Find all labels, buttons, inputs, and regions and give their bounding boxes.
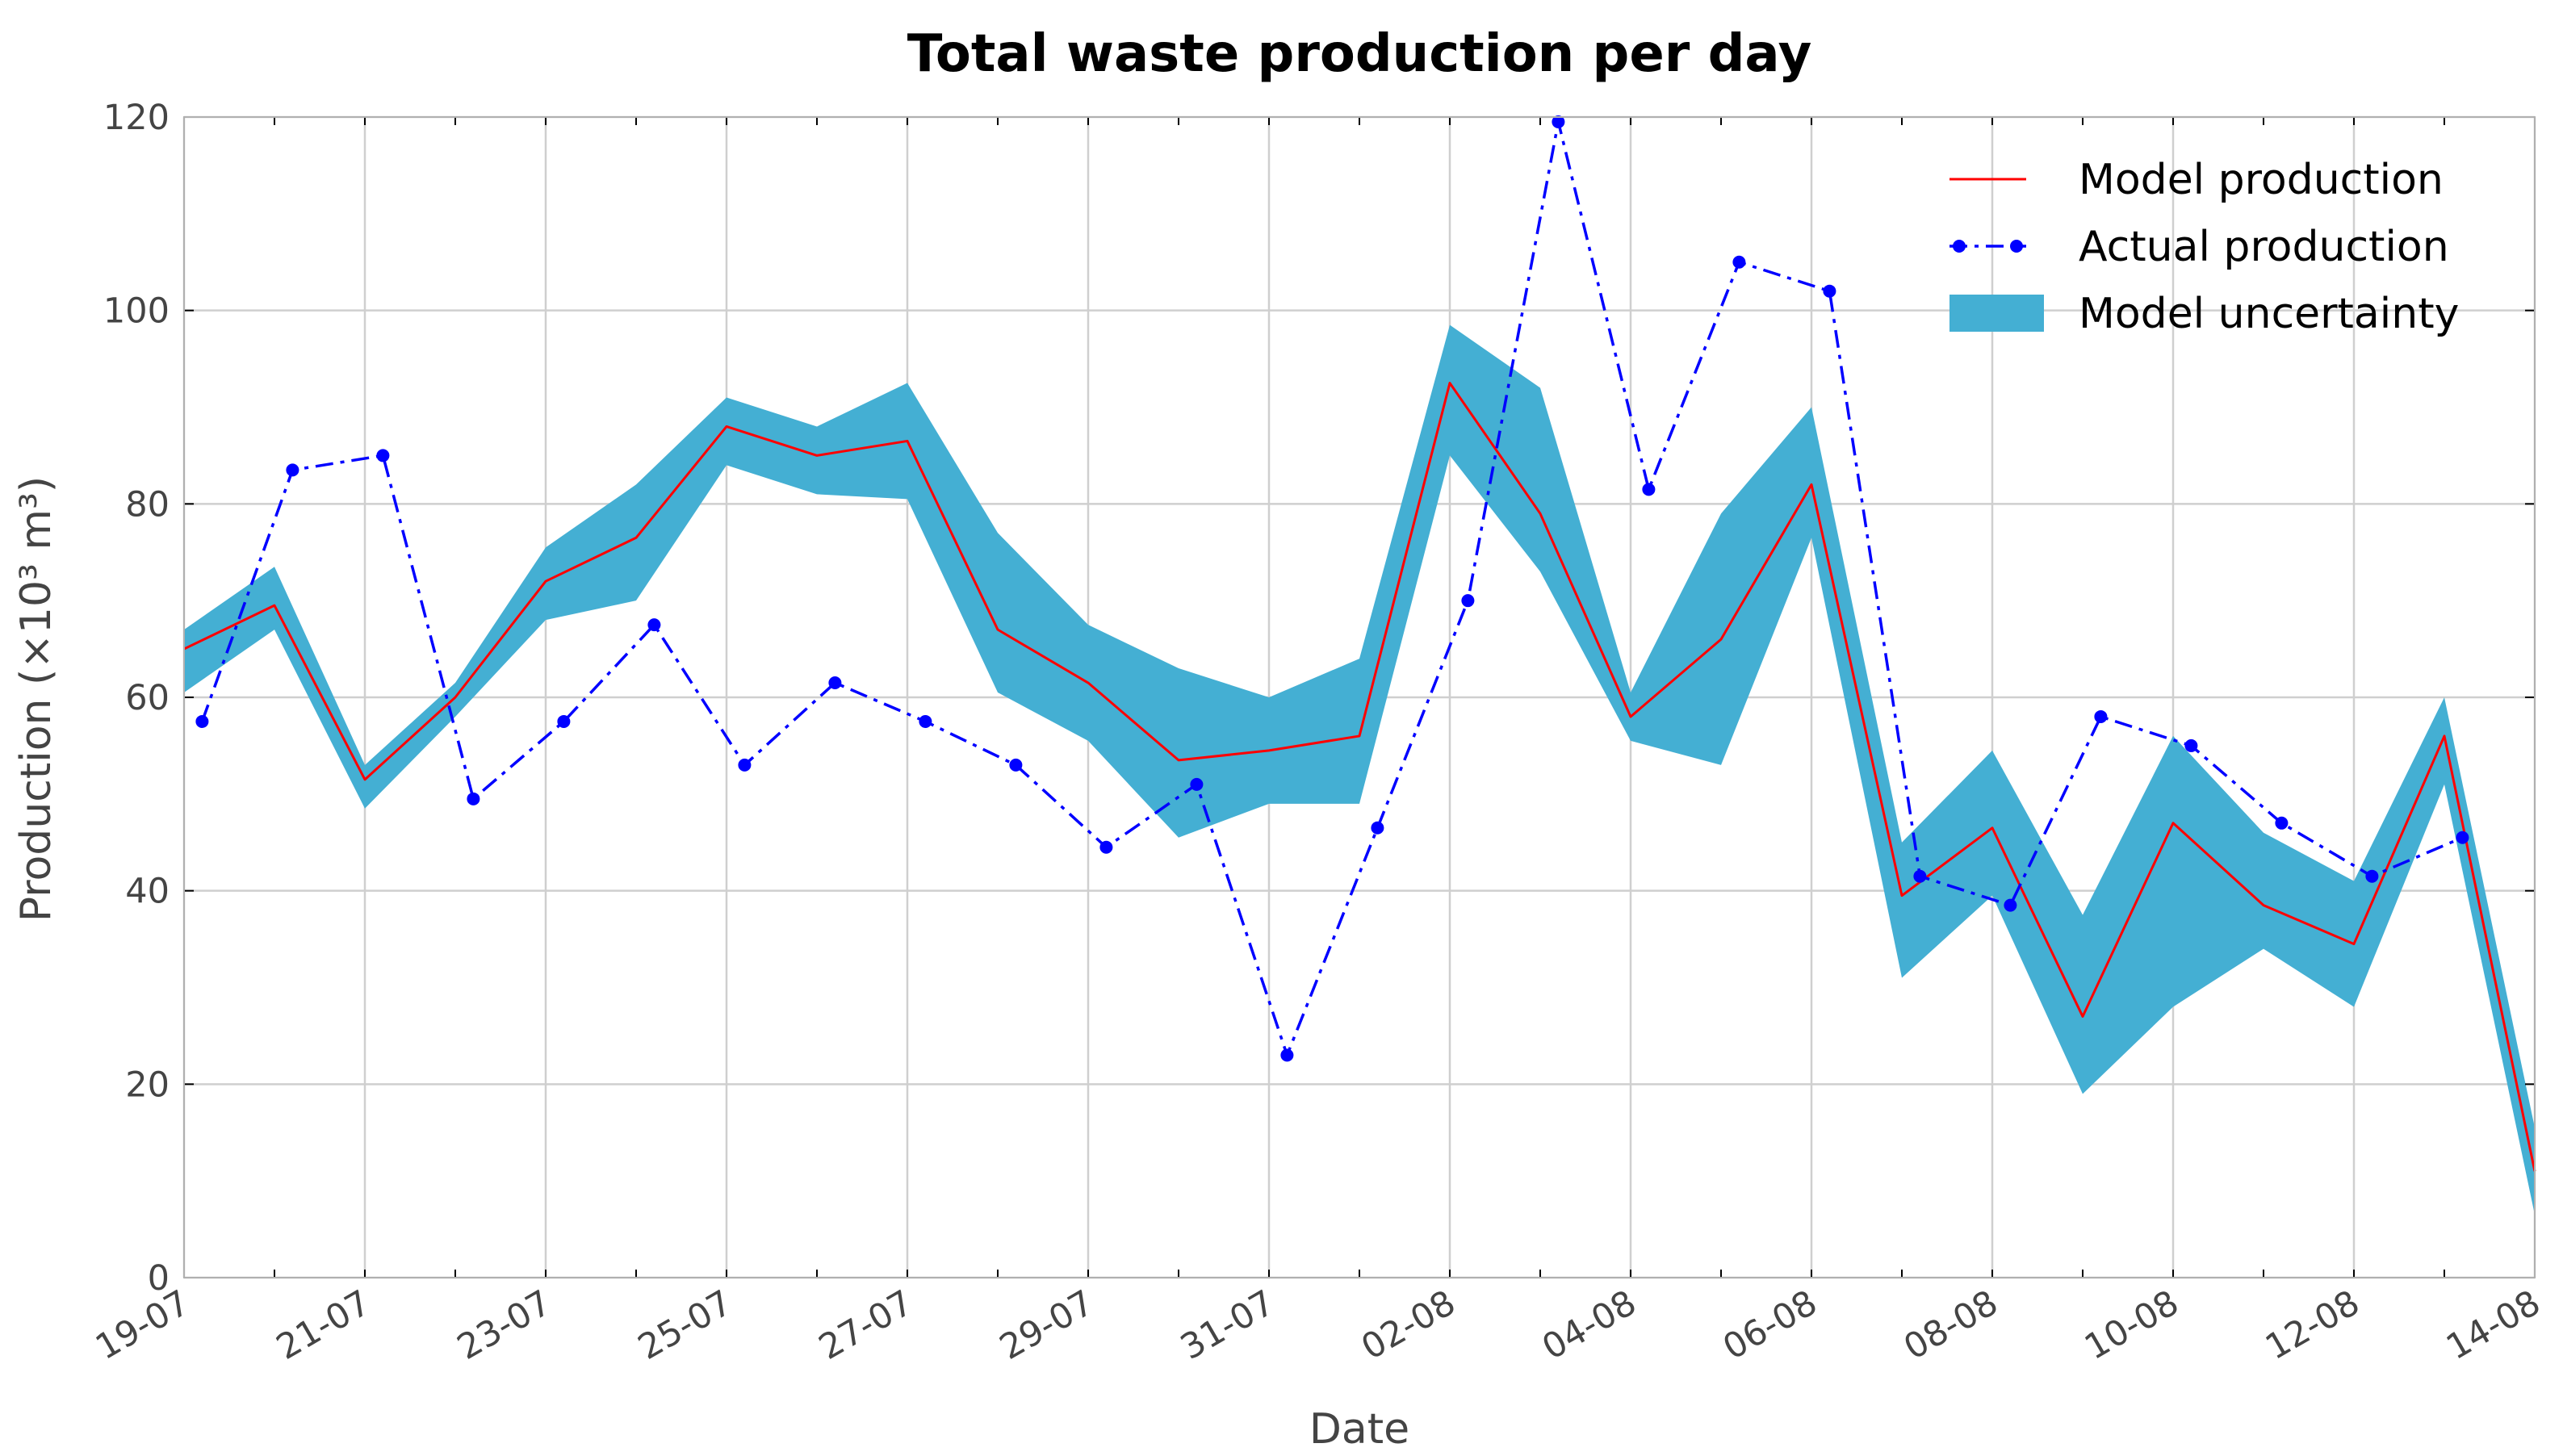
actual-production-point [1823, 284, 1836, 298]
actual-production-point [376, 449, 390, 462]
x-tick-label: 19-07 [89, 1282, 196, 1368]
actual-production-point [1461, 594, 1475, 608]
actual-production-point [738, 758, 752, 772]
actual-production-point [1732, 255, 1746, 269]
legend-model-uncertainty-swatch [1949, 295, 2044, 332]
x-tick-label: 12-08 [2259, 1282, 2366, 1368]
x-tick-label: 02-08 [1355, 1282, 1462, 1368]
model-production-line [183, 382, 2536, 1172]
actual-production-point [286, 463, 299, 477]
actual-production-point [828, 676, 842, 690]
actual-production-point [2456, 831, 2469, 844]
actual-production-point [2365, 869, 2379, 883]
actual-production-point [2184, 738, 2198, 752]
x-tick-label: 10-08 [2078, 1282, 2185, 1368]
axes [183, 116, 2536, 1278]
actual-production-point [647, 618, 661, 632]
x-tick-label: 25-07 [631, 1282, 739, 1368]
actual-production-point [467, 792, 480, 805]
actual-production-point [1190, 777, 1204, 791]
actual-production-point [557, 714, 571, 728]
actual-production-point [1099, 840, 1113, 854]
legend-actual-production-marker-left [1953, 240, 1966, 253]
actual-production-point [919, 714, 932, 728]
actual-production-point [2094, 709, 2108, 723]
actual-production-point [1009, 758, 1023, 772]
actual-production-point [1552, 115, 1565, 128]
uncertainty-band-layer [184, 324, 2535, 1215]
actual-production-point [195, 714, 209, 728]
legend-model-production-label: Model production [2079, 156, 2444, 204]
actual-production-point [2004, 898, 2017, 912]
x-tick-label: 31-07 [1174, 1282, 1281, 1368]
uncertainty-band [184, 324, 2535, 1215]
x-tick-label: 21-07 [270, 1282, 377, 1368]
y-tick-label: 0 [148, 1258, 170, 1299]
y-tick-label: 120 [103, 98, 170, 138]
x-axis-label: Date [1309, 1405, 1409, 1454]
plot-frame [183, 116, 2536, 1278]
actual-production-point [1642, 483, 1656, 496]
x-tick-label: 06-08 [1716, 1282, 1824, 1368]
x-tick-label: 14-08 [2439, 1282, 2547, 1368]
chart-title: Total waste production per day [907, 24, 1812, 84]
y-tick-label: 20 [125, 1065, 170, 1105]
y-tick-label: 60 [125, 678, 170, 718]
actual-production-point [1280, 1048, 1294, 1062]
y-axis-label: Production (×10³ m³) [12, 476, 61, 922]
legend-model-uncertainty-label: Model uncertainty [2079, 290, 2459, 338]
x-tick-label: 29-07 [993, 1282, 1100, 1368]
y-tick-label: 80 [125, 484, 170, 525]
x-tick-label: 27-07 [812, 1282, 919, 1368]
y-tick-label: 40 [125, 872, 170, 912]
series-layer [183, 115, 2536, 1172]
x-tick-label: 04-08 [1535, 1282, 1643, 1368]
legend-actual-production-marker-right [2010, 240, 2023, 253]
legend: Model production Actual production Model… [1949, 156, 2459, 338]
x-tick-label: 08-08 [1897, 1282, 2004, 1368]
actual-production-point [1913, 869, 1927, 883]
x-tick-label: 23-07 [450, 1282, 558, 1368]
y-tick-label: 100 [103, 291, 170, 332]
legend-actual-production-label: Actual production [2079, 223, 2449, 271]
actual-production-point [2275, 816, 2289, 830]
actual-production-point [1371, 821, 1384, 835]
